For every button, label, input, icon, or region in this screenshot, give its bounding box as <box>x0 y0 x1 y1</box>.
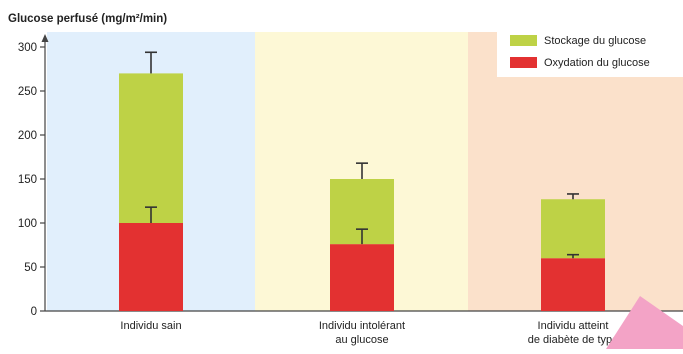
y-ticks: 0 50 100 150 200 250 300 <box>18 42 45 318</box>
y-tick-label: 250 <box>18 86 37 98</box>
y-tick-label: 300 <box>18 42 37 54</box>
legend-label: Oxydation du glucose <box>544 57 650 69</box>
bar-stockage <box>541 199 605 258</box>
legend-swatch <box>510 35 537 46</box>
x-tick-label: de diabète de type <box>528 334 619 346</box>
y-tick-label: 0 <box>31 306 37 318</box>
legend-label: Stockage du glucose <box>544 35 646 47</box>
legend: Stockage du glucose Oxydation du glucose <box>497 28 683 77</box>
bar-stockage <box>119 73 183 223</box>
bar-oxydation <box>119 223 183 311</box>
x-tick-label: Individu intolérant <box>319 320 405 332</box>
legend-swatch <box>510 57 537 68</box>
x-tick-labels: Individu sain Individu intolérant au gluco… <box>120 320 618 346</box>
y-tick-label: 150 <box>18 174 37 186</box>
bar-oxydation <box>330 244 394 311</box>
y-tick-label: 200 <box>18 130 37 142</box>
y-tick-label: 100 <box>18 218 37 230</box>
bar-oxydation <box>541 258 605 311</box>
x-tick-label: au glucose <box>335 334 388 346</box>
x-tick-label: Individu atteint <box>538 320 609 332</box>
y-tick-label: 50 <box>24 262 37 274</box>
x-tick-label: Individu sain <box>120 320 181 332</box>
y-axis-title: Glucose perfusé (mg/m²/min) <box>8 13 167 25</box>
